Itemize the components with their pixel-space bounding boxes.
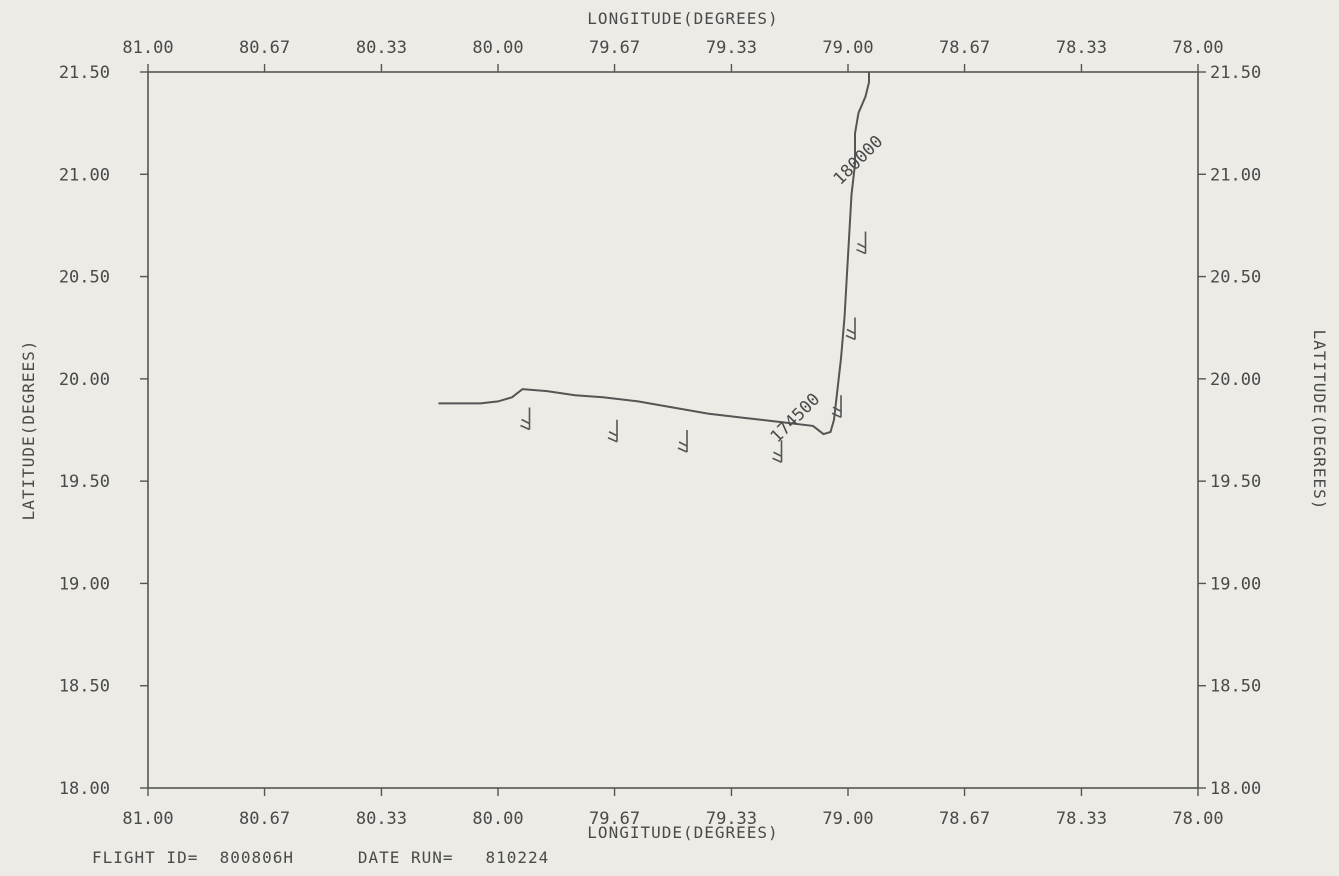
y-tick-label-left: 21.50	[59, 63, 110, 83]
x-tick-label-top: 80.33	[356, 38, 407, 58]
y-tick-label-right: 18.50	[1210, 677, 1261, 697]
wind-barb	[607, 419, 618, 443]
y-tick-label-left: 21.00	[59, 165, 110, 185]
flight-id-label: FLIGHT ID=	[92, 848, 199, 867]
flight-track-line	[438, 72, 870, 436]
wind-barb-flags	[677, 441, 688, 453]
wind-barb	[831, 395, 842, 418]
y-tick-label-left: 19.50	[59, 472, 110, 492]
y-tick-label-right: 21.50	[1210, 63, 1261, 83]
wind-barb-flags	[831, 406, 842, 418]
x-tick-label-bottom: 79.00	[822, 809, 873, 829]
y-tick-label-left: 19.00	[59, 574, 110, 594]
wind-barb-flags	[607, 431, 618, 443]
x-tick-label-bottom: 79.33	[706, 809, 757, 829]
x-tick-label-top: 80.00	[472, 38, 523, 58]
wind-barb	[772, 440, 783, 463]
wind-barb-flags	[520, 418, 530, 431]
wind-barb-flags	[772, 451, 782, 463]
bottom-x-tick-labels: 81.00 80.67 80.33 80.00 79.67 79.33 79.00 78.67…	[122, 809, 1223, 829]
x-tick-label-top: 78.00	[1172, 38, 1223, 58]
top-x-axis-title: LONGITUDE(DEGREES)	[587, 9, 778, 28]
x-tick-label-bottom: 79.67	[589, 809, 640, 829]
x-tick-label-bottom: 80.00	[472, 809, 523, 829]
y-tick-label-left: 20.50	[59, 268, 110, 288]
x-tick-label-top: 81.00	[122, 38, 173, 58]
x-tick-label-bottom: 80.67	[239, 809, 290, 829]
time-label: 180000	[830, 132, 888, 190]
left-y-axis-title: LATITUDE(DEGREES)	[19, 340, 38, 521]
x-tick-label-top: 79.00	[822, 38, 873, 58]
axis-ticks	[140, 64, 1206, 796]
x-tick-label-bottom: 78.67	[939, 809, 990, 829]
y-tick-label-right: 20.50	[1210, 268, 1261, 288]
bottom-x-axis-title: LONGITUDE(DEGREES)	[587, 823, 778, 842]
y-tick-label-left: 20.00	[59, 370, 110, 390]
plot-border	[147, 71, 1199, 789]
y-tick-label-left: 18.00	[59, 779, 110, 799]
y-tick-label-right: 19.50	[1210, 472, 1261, 492]
x-tick-label-bottom: 81.00	[122, 809, 173, 829]
wind-barb	[856, 231, 867, 255]
x-tick-label-top: 79.33	[706, 38, 757, 58]
wind-barb-flags	[856, 242, 866, 255]
y-tick-label-right: 18.00	[1210, 779, 1261, 799]
flight-id-value: 800806H	[219, 848, 295, 867]
x-tick-label-bottom: 80.33	[356, 809, 407, 829]
x-tick-label-top: 78.67	[939, 38, 990, 58]
y-tick-label-right: 20.00	[1210, 370, 1261, 390]
left-y-tick-labels: 21.50 21.00 20.50 20.00 19.50 19.00 18.50 18.00	[59, 63, 110, 799]
right-y-axis-title: LATITUDE(DEGREES)	[1310, 330, 1329, 511]
wind-barbs	[520, 231, 867, 463]
time-label: 174500	[767, 389, 825, 447]
y-tick-label-right: 19.00	[1210, 574, 1261, 594]
top-x-tick-labels: 81.00 80.67 80.33 80.00 79.67 79.33 79.00 78.67…	[122, 38, 1223, 58]
x-tick-label-top: 79.67	[589, 38, 640, 58]
date-run-label: DATE RUN=	[357, 848, 454, 867]
x-tick-label-top: 80.67	[239, 38, 290, 58]
y-tick-label-left: 18.50	[59, 677, 110, 697]
time-annotations: 174500 180000	[767, 132, 888, 447]
wind-barb-flags	[845, 328, 856, 341]
plot-frame	[147, 71, 1199, 789]
y-tick-label-right: 21.00	[1210, 165, 1261, 185]
footer: FLIGHT ID= 800806H DATE RUN= 810224	[92, 848, 549, 867]
wind-barb	[845, 317, 856, 341]
wind-barb	[520, 407, 531, 431]
x-tick-label-bottom: 78.00	[1172, 809, 1223, 829]
x-tick-label-bottom: 78.33	[1056, 809, 1107, 829]
date-run-value: 810224	[485, 848, 550, 867]
x-tick-label-top: 78.33	[1056, 38, 1107, 58]
right-y-tick-labels: 21.50 21.00 20.50 20.00 19.50 19.00 18.50 18.00	[1210, 63, 1261, 799]
wind-barb	[677, 430, 688, 453]
